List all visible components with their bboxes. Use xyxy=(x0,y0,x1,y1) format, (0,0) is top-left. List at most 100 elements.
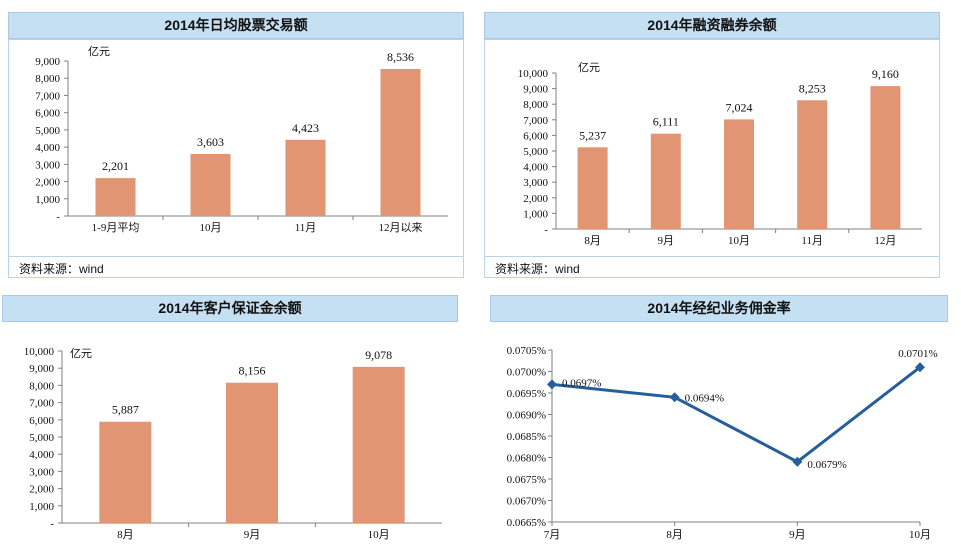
bar xyxy=(190,153,231,216)
series-line xyxy=(551,366,921,464)
x-tick-label: 10月 xyxy=(200,222,222,234)
y-tick-label: 0.0705% xyxy=(507,345,546,357)
x-tick-label: 10月 xyxy=(368,529,390,541)
data-label: 6,111 xyxy=(653,115,679,129)
bar xyxy=(650,133,681,229)
bar xyxy=(797,100,828,229)
y-tick-label: 0.0670% xyxy=(507,496,546,508)
y-tick-label: 0.0675% xyxy=(507,474,546,486)
y-tick-label: 8,000 xyxy=(523,99,548,111)
x-tick-label: 1-9月平均 xyxy=(92,221,140,234)
chart-title-margin-financing: 2014年融资融券余额 xyxy=(484,12,940,39)
panel-commission-rate: 2014年经纪业务佣金率 0.0665% 0.0670% 0.0675% 0.0680… xyxy=(490,295,948,551)
bar xyxy=(380,68,421,216)
bar xyxy=(285,139,326,216)
bar xyxy=(352,366,405,523)
y-tick-label: 3,000 xyxy=(523,177,548,189)
y-tick-label: 6,000 xyxy=(29,415,54,427)
chart-title-commission-rate: 2014年经纪业务佣金率 xyxy=(490,295,948,322)
y-tick-label: 9,000 xyxy=(29,363,54,375)
y-tick-label: 10,000 xyxy=(518,68,549,80)
bar xyxy=(226,382,278,523)
y-tick-label: 8,000 xyxy=(29,380,54,392)
data-label: 5,237 xyxy=(579,128,606,142)
y-tick-label: 6,000 xyxy=(523,130,548,142)
y-tick-label: 3,000 xyxy=(29,466,54,478)
panel-daily-trading: 2014年日均股票交易额 资料来源：wind - 1,000 2,000 3,000 4… xyxy=(8,12,464,278)
data-label: 5,887 xyxy=(112,403,139,417)
y-tick-label: - xyxy=(544,224,548,236)
source-note: 资料来源：wind xyxy=(495,262,580,276)
x-tick-label: 8月 xyxy=(666,529,683,541)
y-tick-label: 5,000 xyxy=(523,146,548,158)
data-point xyxy=(547,379,557,390)
data-label: 8,156 xyxy=(239,364,266,378)
y-tick-label: 3,000 xyxy=(35,159,60,171)
bar xyxy=(577,147,608,229)
chart-title-client-deposit: 2014年客户保证金余额 xyxy=(2,295,458,322)
data-label: 8,253 xyxy=(799,81,826,95)
y-tick-label: 8,000 xyxy=(35,73,60,85)
unit-label: 亿元 xyxy=(88,45,110,58)
data-label: 4,423 xyxy=(292,121,319,135)
unit-label: 亿元 xyxy=(70,347,92,360)
y-tick-label: 4,000 xyxy=(523,162,548,174)
x-tick-label: 8月 xyxy=(117,529,134,541)
bar xyxy=(99,421,152,523)
y-tick-label: 2,000 xyxy=(523,193,548,205)
y-tick-label: 1,000 xyxy=(29,501,54,513)
bar xyxy=(724,119,754,229)
y-tick-label: 2,000 xyxy=(35,177,60,189)
chart-title-daily-trading: 2014年日均股票交易额 xyxy=(8,12,464,39)
x-tick-label: 7月 xyxy=(544,529,561,541)
x-tick-label: 9月 xyxy=(244,529,261,541)
y-tick-label: 5,000 xyxy=(35,125,60,137)
y-tick-label: 1,000 xyxy=(523,208,548,220)
data-point xyxy=(915,362,925,373)
y-tick-label: 7,000 xyxy=(29,398,54,410)
data-label: 0.0697% xyxy=(562,377,601,389)
x-tick-label: 12月 xyxy=(874,235,896,247)
bar xyxy=(95,178,136,216)
y-tick-label: 9,000 xyxy=(523,84,548,96)
data-label: 9,078 xyxy=(365,348,392,362)
y-tick-label: 0.0695% xyxy=(507,388,546,400)
x-tick-label: 9月 xyxy=(789,529,806,541)
y-tick-label: - xyxy=(50,518,54,530)
x-tick-label: 11月 xyxy=(295,222,317,234)
y-tick-label: 2,000 xyxy=(29,484,54,496)
data-point xyxy=(669,392,680,403)
y-tick-label: 0.0680% xyxy=(507,453,546,465)
y-tick-label: 0.0700% xyxy=(507,367,546,379)
x-tick-label: 8月 xyxy=(584,235,601,247)
y-tick-label: 1,000 xyxy=(35,194,60,206)
line-chart-commission-rate: 0.0665% 0.0670% 0.0675% 0.0680% 0.0685% 0.069… xyxy=(507,345,938,541)
data-label: 7,024 xyxy=(726,100,753,114)
y-tick-label: 4,000 xyxy=(35,142,60,154)
y-tick-label: 7,000 xyxy=(523,115,548,127)
x-tick-label: 10月 xyxy=(728,235,750,247)
y-tick-label: 0.0690% xyxy=(507,410,546,422)
y-tick-label: 9,000 xyxy=(35,56,60,68)
panel-client-deposit: 2014年客户保证金余额 - 1,000 2,000 3,000 4,000 5,000 6… xyxy=(2,295,458,551)
y-tick-label: - xyxy=(56,211,60,223)
data-point xyxy=(792,456,803,467)
y-tick-label: 6,000 xyxy=(35,108,60,120)
data-label: 8,536 xyxy=(387,50,414,64)
bar-chart-margin-financing: - 1,000 2,000 3,000 4,000 5,000 6,000 7,000 8,00… xyxy=(518,61,922,247)
data-label: 3,603 xyxy=(197,135,224,149)
x-tick-label: 11月 xyxy=(801,235,823,247)
y-tick-label: 10,000 xyxy=(24,346,55,358)
panel-margin-financing: 2014年融资融券余额 资料来源：wind - 1,000 2,000 3,000 4,… xyxy=(484,12,940,278)
data-label: 0.0694% xyxy=(685,392,724,404)
data-label: 0.0701% xyxy=(898,348,937,360)
y-tick-label: 0.0665% xyxy=(507,517,546,529)
x-tick-label: 12月以来 xyxy=(379,221,423,234)
y-tick-label: 0.0685% xyxy=(507,431,546,443)
data-label: 9,160 xyxy=(872,67,899,81)
bar-chart-client-deposit: - 1,000 2,000 3,000 4,000 5,000 6,000 7,000 8,00… xyxy=(24,346,442,541)
y-tick-label: 4,000 xyxy=(29,449,54,461)
x-tick-label: 9月 xyxy=(658,235,675,247)
x-tick-label: 10月 xyxy=(909,529,931,541)
data-label: 2,201 xyxy=(102,159,129,173)
